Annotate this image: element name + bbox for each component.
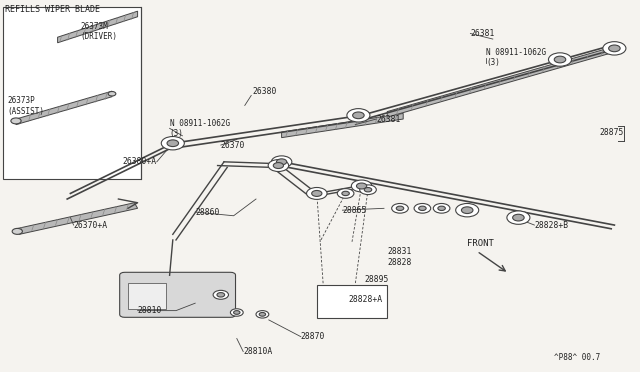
Circle shape: [337, 189, 354, 198]
Circle shape: [271, 156, 292, 168]
Circle shape: [161, 137, 184, 150]
Circle shape: [360, 185, 376, 195]
Text: REFILLS WIPER BLADE: REFILLS WIPER BLADE: [5, 5, 100, 14]
Circle shape: [273, 163, 284, 169]
Circle shape: [609, 45, 620, 52]
Circle shape: [268, 160, 289, 171]
Circle shape: [213, 290, 228, 299]
Text: 28895: 28895: [365, 275, 389, 283]
Circle shape: [433, 203, 450, 213]
Text: N 08911-1062G
(3): N 08911-1062G (3): [170, 119, 230, 138]
Circle shape: [167, 140, 179, 147]
Text: 28810A: 28810A: [243, 347, 273, 356]
Circle shape: [461, 207, 473, 214]
Circle shape: [419, 206, 426, 211]
Circle shape: [456, 203, 479, 217]
Circle shape: [217, 292, 225, 297]
Circle shape: [414, 203, 431, 213]
Circle shape: [230, 309, 243, 316]
Text: 28828+A: 28828+A: [349, 295, 383, 304]
FancyBboxPatch shape: [3, 7, 141, 179]
Circle shape: [342, 191, 349, 196]
Text: 28810: 28810: [138, 306, 162, 315]
Text: 28860: 28860: [195, 208, 220, 217]
Polygon shape: [16, 203, 138, 234]
Text: 28865: 28865: [342, 206, 367, 215]
Text: 28828: 28828: [387, 258, 412, 267]
Polygon shape: [58, 11, 138, 43]
Text: 26380+A: 26380+A: [123, 157, 157, 166]
Circle shape: [347, 109, 370, 122]
Text: 28870: 28870: [301, 332, 325, 341]
Circle shape: [276, 159, 287, 165]
Circle shape: [256, 311, 269, 318]
Circle shape: [548, 53, 572, 66]
Circle shape: [603, 42, 626, 55]
Circle shape: [351, 180, 372, 192]
Circle shape: [364, 187, 372, 192]
Circle shape: [356, 183, 367, 189]
Circle shape: [554, 56, 566, 63]
Text: 26380: 26380: [253, 87, 277, 96]
Text: 28875: 28875: [600, 128, 624, 137]
Text: 28831: 28831: [387, 247, 412, 256]
FancyBboxPatch shape: [120, 272, 236, 317]
Polygon shape: [282, 113, 403, 138]
Circle shape: [353, 112, 364, 119]
Text: 26370+A: 26370+A: [74, 221, 108, 230]
Circle shape: [108, 92, 116, 96]
Circle shape: [307, 187, 327, 199]
Text: 26370: 26370: [221, 141, 245, 150]
Text: N 08911-1062G
(3): N 08911-1062G (3): [486, 48, 547, 67]
Text: 26381: 26381: [470, 29, 495, 38]
Text: 26381: 26381: [376, 115, 401, 124]
Circle shape: [396, 206, 404, 211]
Circle shape: [513, 214, 524, 221]
Text: 26373M
(DRIVER): 26373M (DRIVER): [80, 22, 117, 41]
FancyBboxPatch shape: [317, 285, 387, 318]
Text: 26373P
(ASSIST): 26373P (ASSIST): [8, 96, 45, 116]
Text: ^P88^ 00.7: ^P88^ 00.7: [554, 353, 600, 362]
Circle shape: [259, 312, 266, 316]
FancyBboxPatch shape: [128, 283, 166, 309]
Text: FRONT: FRONT: [467, 239, 494, 248]
Circle shape: [392, 203, 408, 213]
Polygon shape: [16, 91, 112, 125]
Circle shape: [11, 118, 21, 124]
Circle shape: [438, 206, 445, 211]
Text: 28828+B: 28828+B: [534, 221, 568, 230]
Polygon shape: [387, 46, 614, 117]
Circle shape: [312, 190, 322, 196]
Circle shape: [12, 228, 22, 234]
Circle shape: [234, 311, 240, 314]
Circle shape: [507, 211, 530, 224]
